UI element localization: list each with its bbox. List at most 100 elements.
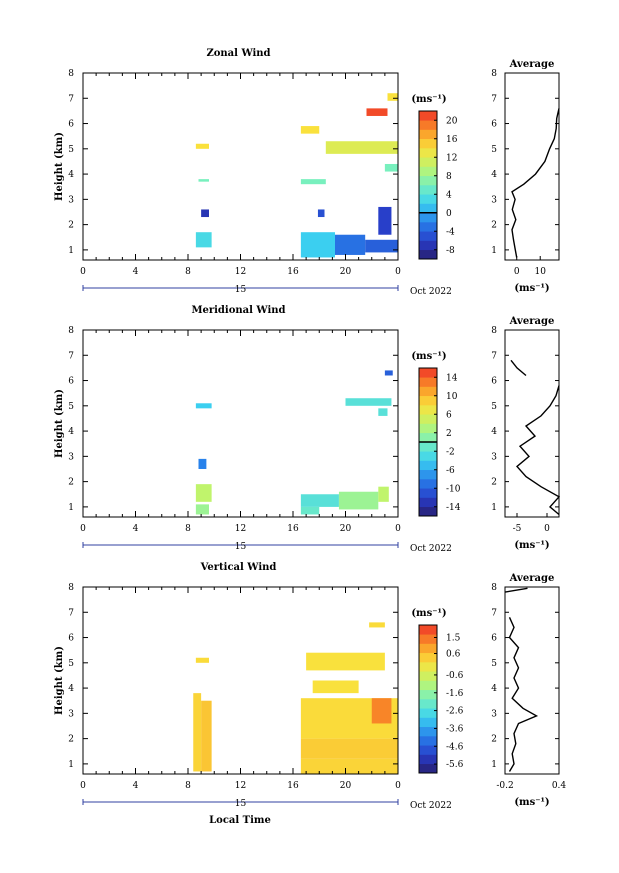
average-y-tick-label: 6 [491, 377, 497, 387]
average-profile-line [508, 617, 539, 772]
heatmap-patch [365, 239, 398, 253]
average-y-tick-label: 5 [491, 659, 497, 669]
colorbar-tick-label: -6 [446, 466, 455, 476]
average-x-label: (ms⁻¹) [514, 797, 549, 808]
heatmap-patch [195, 504, 209, 515]
y-tick-label: 7 [68, 94, 74, 104]
colorbar-cell [419, 432, 437, 443]
average-profile-line [515, 385, 561, 516]
colorbar-cell [419, 689, 437, 700]
colorbar-tick-label: 12 [446, 153, 457, 163]
colorbar-tick-label: 2 [446, 429, 452, 439]
average-y-tick-label: 6 [491, 120, 497, 130]
colorbar-cell [419, 185, 437, 195]
colorbar-cell [419, 506, 437, 517]
y-tick-label: 8 [68, 69, 74, 79]
average-y-tick-label: 2 [491, 221, 497, 231]
colorbar-cell [419, 138, 437, 149]
colorbar-cell [419, 120, 437, 130]
colorbar-tick-label: -8 [446, 246, 455, 256]
heatmap-patch [195, 484, 212, 502]
colorbar-cell [419, 231, 437, 241]
y-tick-label: 4 [68, 684, 74, 694]
y-tick-label: 5 [68, 145, 74, 155]
heatmap-patch [300, 179, 326, 185]
heatmap-patch [335, 234, 366, 255]
average-title: Average [509, 316, 555, 327]
heatmap-patch [195, 657, 209, 663]
heatmap-patch [198, 179, 209, 182]
colorbar-cell [419, 460, 437, 471]
average-profile-line-upper [504, 587, 528, 593]
chart-title: Meridional Wind [191, 305, 285, 316]
colorbar-cell [419, 129, 437, 140]
heatmap-patch [198, 458, 207, 469]
y-axis-label: Height (km) [54, 132, 65, 201]
heatmap-patch [325, 141, 398, 154]
heatmap-patch [378, 206, 392, 235]
x-tick-label: 8 [185, 781, 191, 791]
y-tick-label: 3 [68, 195, 74, 205]
average-x-label: (ms⁻¹) [514, 283, 549, 294]
colorbar-cell [419, 726, 437, 737]
colorbar-tick-label: 4 [446, 190, 452, 200]
colorbar-tick-label: 20 [446, 116, 458, 126]
x-tick-label: 0 [80, 781, 86, 791]
x-tick-label: 12 [235, 524, 246, 534]
y-tick-label: 8 [68, 326, 74, 336]
average-y-tick-label: 1 [491, 503, 497, 513]
colorbar-cell [419, 717, 437, 728]
heatmap-patch [312, 680, 359, 694]
colorbar-frame [418, 110, 438, 260]
colorbar-tick-label: 8 [446, 172, 452, 182]
colorbar-cell [419, 368, 437, 378]
colorbar-unit: (ms⁻¹) [411, 608, 446, 619]
colorbar-cell [419, 699, 437, 709]
x-tick-label: 16 [287, 524, 299, 534]
y-axis-label: Height (km) [54, 389, 65, 458]
colorbar-cell [419, 414, 437, 424]
average-y-tick-label: 8 [491, 69, 497, 79]
colorbar-tick-label: 16 [446, 135, 458, 145]
y-tick-label: 8 [68, 583, 74, 593]
x-tick-label: 20 [340, 781, 352, 791]
x-tick-label: 16 [287, 267, 299, 277]
heatmap-patch [300, 232, 335, 258]
x-tick-label: 4 [133, 267, 139, 277]
x-tick-label: 0 [80, 524, 86, 534]
colorbar-cell [419, 469, 437, 480]
average-y-tick-label: 1 [491, 246, 497, 256]
colorbar-unit: (ms⁻¹) [411, 351, 446, 362]
average-profile-line-upper [510, 359, 527, 377]
colorbar-cell [419, 736, 437, 746]
heatmap-patch [300, 506, 320, 515]
colorbar-cell [419, 405, 437, 415]
colorbar-cell [419, 395, 437, 406]
colorbar-tick-label: -10 [446, 484, 461, 494]
average-x-tick-label: 0.4 [552, 781, 567, 791]
heatmap-patch [195, 232, 212, 248]
colorbar-cell [419, 240, 437, 251]
y-axis-label: Height (km) [54, 646, 65, 715]
y-tick-label: 5 [68, 402, 74, 412]
heatmap-patch [366, 108, 388, 116]
average-x-tick-label: -0.2 [496, 781, 513, 791]
average-title: Average [509, 573, 555, 584]
colorbar-tick-label: 10 [446, 392, 458, 402]
average-y-tick-label: 7 [491, 351, 497, 361]
colorbar-cell [419, 157, 437, 167]
heatmap-patch [345, 398, 392, 406]
heatmap-patch [387, 93, 398, 101]
y-tick-label: 5 [68, 659, 74, 669]
heatmap-patch [201, 700, 212, 772]
chart-title: Zonal Wind [206, 48, 270, 59]
x-tick-label: 0 [395, 267, 401, 277]
colorbar-cell [419, 479, 437, 489]
day-label: 15 [235, 799, 247, 809]
y-tick-label: 2 [68, 735, 74, 745]
average-frame [504, 329, 560, 518]
colorbar-unit: (ms⁻¹) [411, 94, 446, 105]
colorbar-tick-label: -14 [446, 503, 461, 513]
